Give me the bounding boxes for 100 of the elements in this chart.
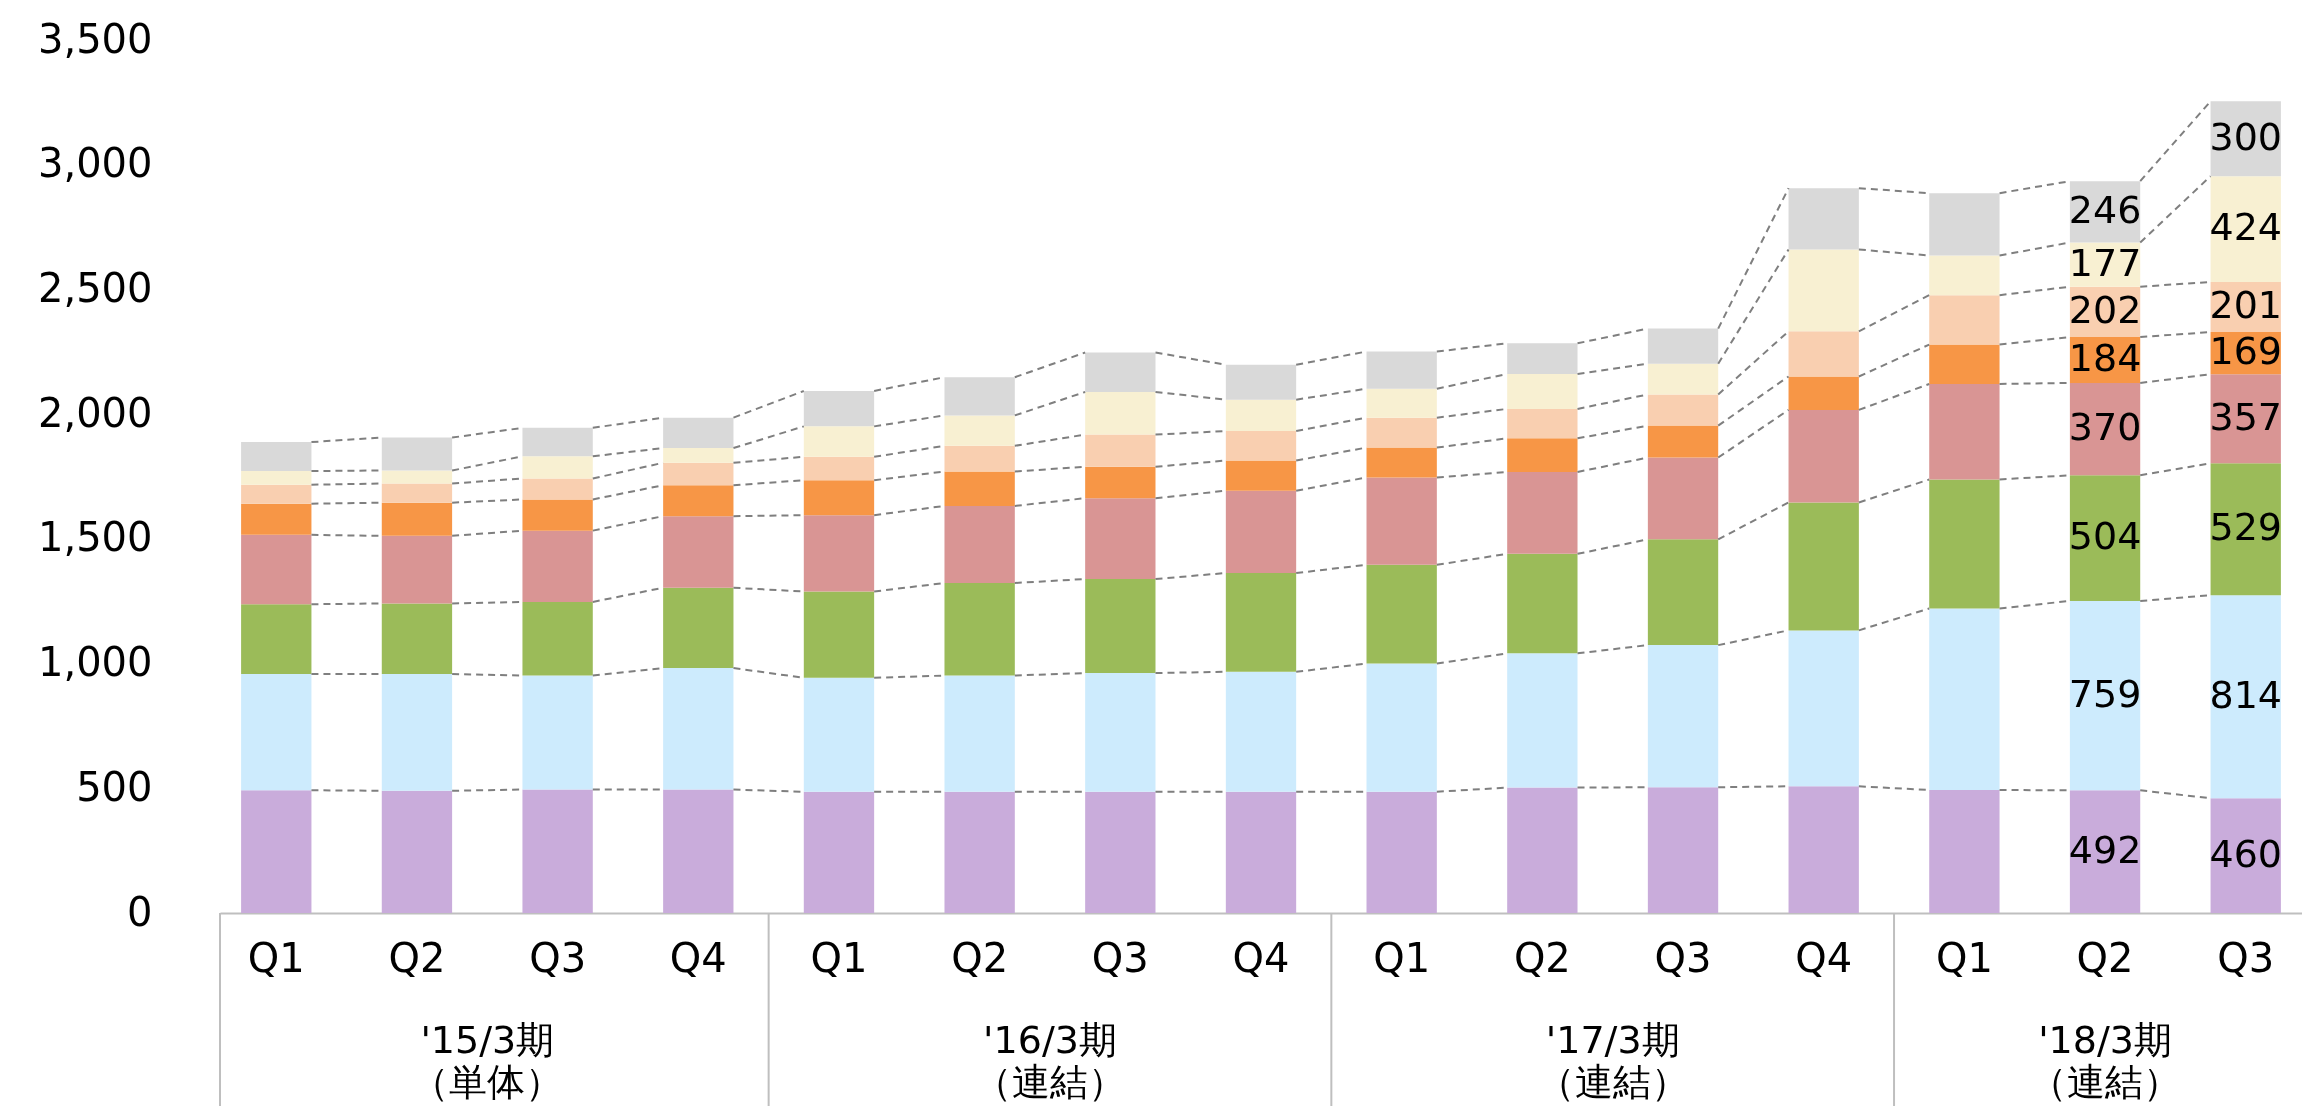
bar: [1085, 579, 1156, 674]
bar: [381, 502, 453, 536]
x-tick-label: Q1: [1935, 934, 1993, 981]
bar: [522, 478, 593, 500]
text: '15/3期（単体）: [411, 1018, 564, 1104]
y-tick-label: 3,500: [37, 15, 153, 62]
data-label: 246: [2068, 187, 2142, 232]
bar: [381, 674, 453, 791]
x-tick-label: Q4: [669, 934, 727, 981]
bar: [1366, 417, 1437, 448]
text: '17/3期（連結）: [1536, 1018, 1689, 1104]
bar: [1929, 193, 2000, 256]
text: '16/3期（連結）: [973, 1018, 1126, 1104]
bar: [1929, 295, 2000, 345]
bar: [803, 677, 875, 792]
x-tick-label: Q3: [529, 934, 587, 981]
bar: [1366, 663, 1437, 792]
bar: [1507, 438, 1578, 473]
bar: [2210, 463, 2281, 596]
bar: [1647, 394, 1719, 426]
data-label: 759: [2068, 671, 2142, 716]
bar: [1225, 364, 1297, 400]
data-label: 357: [2209, 394, 2282, 439]
bar: [2210, 595, 2281, 799]
bar: [1788, 786, 1859, 913]
bar: [1225, 431, 1297, 461]
bar: [522, 499, 593, 531]
bar: [1647, 787, 1719, 913]
bar: [1788, 249, 1859, 332]
bar: [1225, 791, 1297, 913]
y-tick-label: 2,000: [37, 389, 153, 436]
bar: [1366, 388, 1437, 418]
bar: [1647, 328, 1719, 364]
bar: [1366, 447, 1437, 478]
x-tick-label: Q2: [1513, 934, 1571, 981]
bar: [1647, 539, 1719, 646]
x-tick-label: Q1: [1373, 934, 1431, 981]
bar: [522, 427, 593, 457]
x-tick-label: Q1: [810, 934, 868, 981]
x-tick-label: Q2: [951, 934, 1009, 981]
bar: [522, 675, 593, 790]
bar: [1929, 790, 2000, 913]
bar: [1085, 498, 1156, 580]
bar: [944, 471, 1015, 506]
bar: [1647, 457, 1719, 540]
data-label: 424: [2209, 205, 2282, 250]
bar: [1647, 363, 1719, 395]
y-tick-label: 500: [76, 763, 153, 810]
text: '18/3期（連結）: [2029, 1018, 2182, 1104]
bar: [1507, 553, 1578, 654]
bar: [522, 789, 593, 913]
x-tick-label: Q4: [1232, 934, 1290, 981]
x-tick-label: Q3: [2217, 934, 2275, 981]
data-label: 201: [2209, 283, 2282, 328]
bar: [381, 470, 453, 484]
y-tick-label: 1,500: [37, 514, 153, 561]
bar: [1788, 409, 1859, 503]
bar: [663, 789, 734, 913]
bar: [522, 456, 593, 479]
bar: [1366, 564, 1437, 664]
data-label: 504: [2068, 514, 2142, 559]
bar: [522, 601, 593, 676]
bar: [1085, 434, 1156, 467]
bar: [1085, 352, 1156, 392]
bar: [522, 530, 593, 602]
bar: [241, 471, 312, 485]
bar: [803, 591, 875, 678]
data-label: 169: [2209, 329, 2282, 374]
bar: [1507, 472, 1578, 554]
bar: [241, 604, 312, 675]
bar: [1788, 188, 1859, 250]
bar: [1788, 376, 1859, 410]
bar: [1929, 255, 2000, 296]
bar: [2069, 790, 2141, 913]
bar: [241, 790, 312, 913]
bar: [1507, 373, 1578, 409]
data-label: 370: [2068, 405, 2142, 450]
bar: [803, 515, 875, 592]
bar: [1225, 460, 1297, 491]
bar: [381, 535, 453, 604]
bar: [1366, 791, 1437, 913]
bar: [1225, 399, 1297, 432]
bar: [803, 426, 875, 457]
bar: [1507, 653, 1578, 788]
bar: [1929, 479, 2000, 609]
bar: [1225, 573, 1297, 672]
bar: [663, 417, 734, 449]
x-tick-label: Q3: [1654, 934, 1712, 981]
bar: [1647, 425, 1719, 458]
bar: [1788, 331, 1859, 377]
bar: [803, 456, 875, 481]
bar: [803, 480, 875, 516]
bar: [1085, 466, 1156, 499]
bar: [944, 445, 1015, 472]
bar: [944, 505, 1015, 584]
x-tick-label: Q3: [1091, 934, 1149, 981]
data-label: 814: [2209, 672, 2282, 717]
bar: [381, 790, 453, 913]
y-tick-label: 0: [127, 888, 153, 935]
bar: [663, 516, 734, 588]
